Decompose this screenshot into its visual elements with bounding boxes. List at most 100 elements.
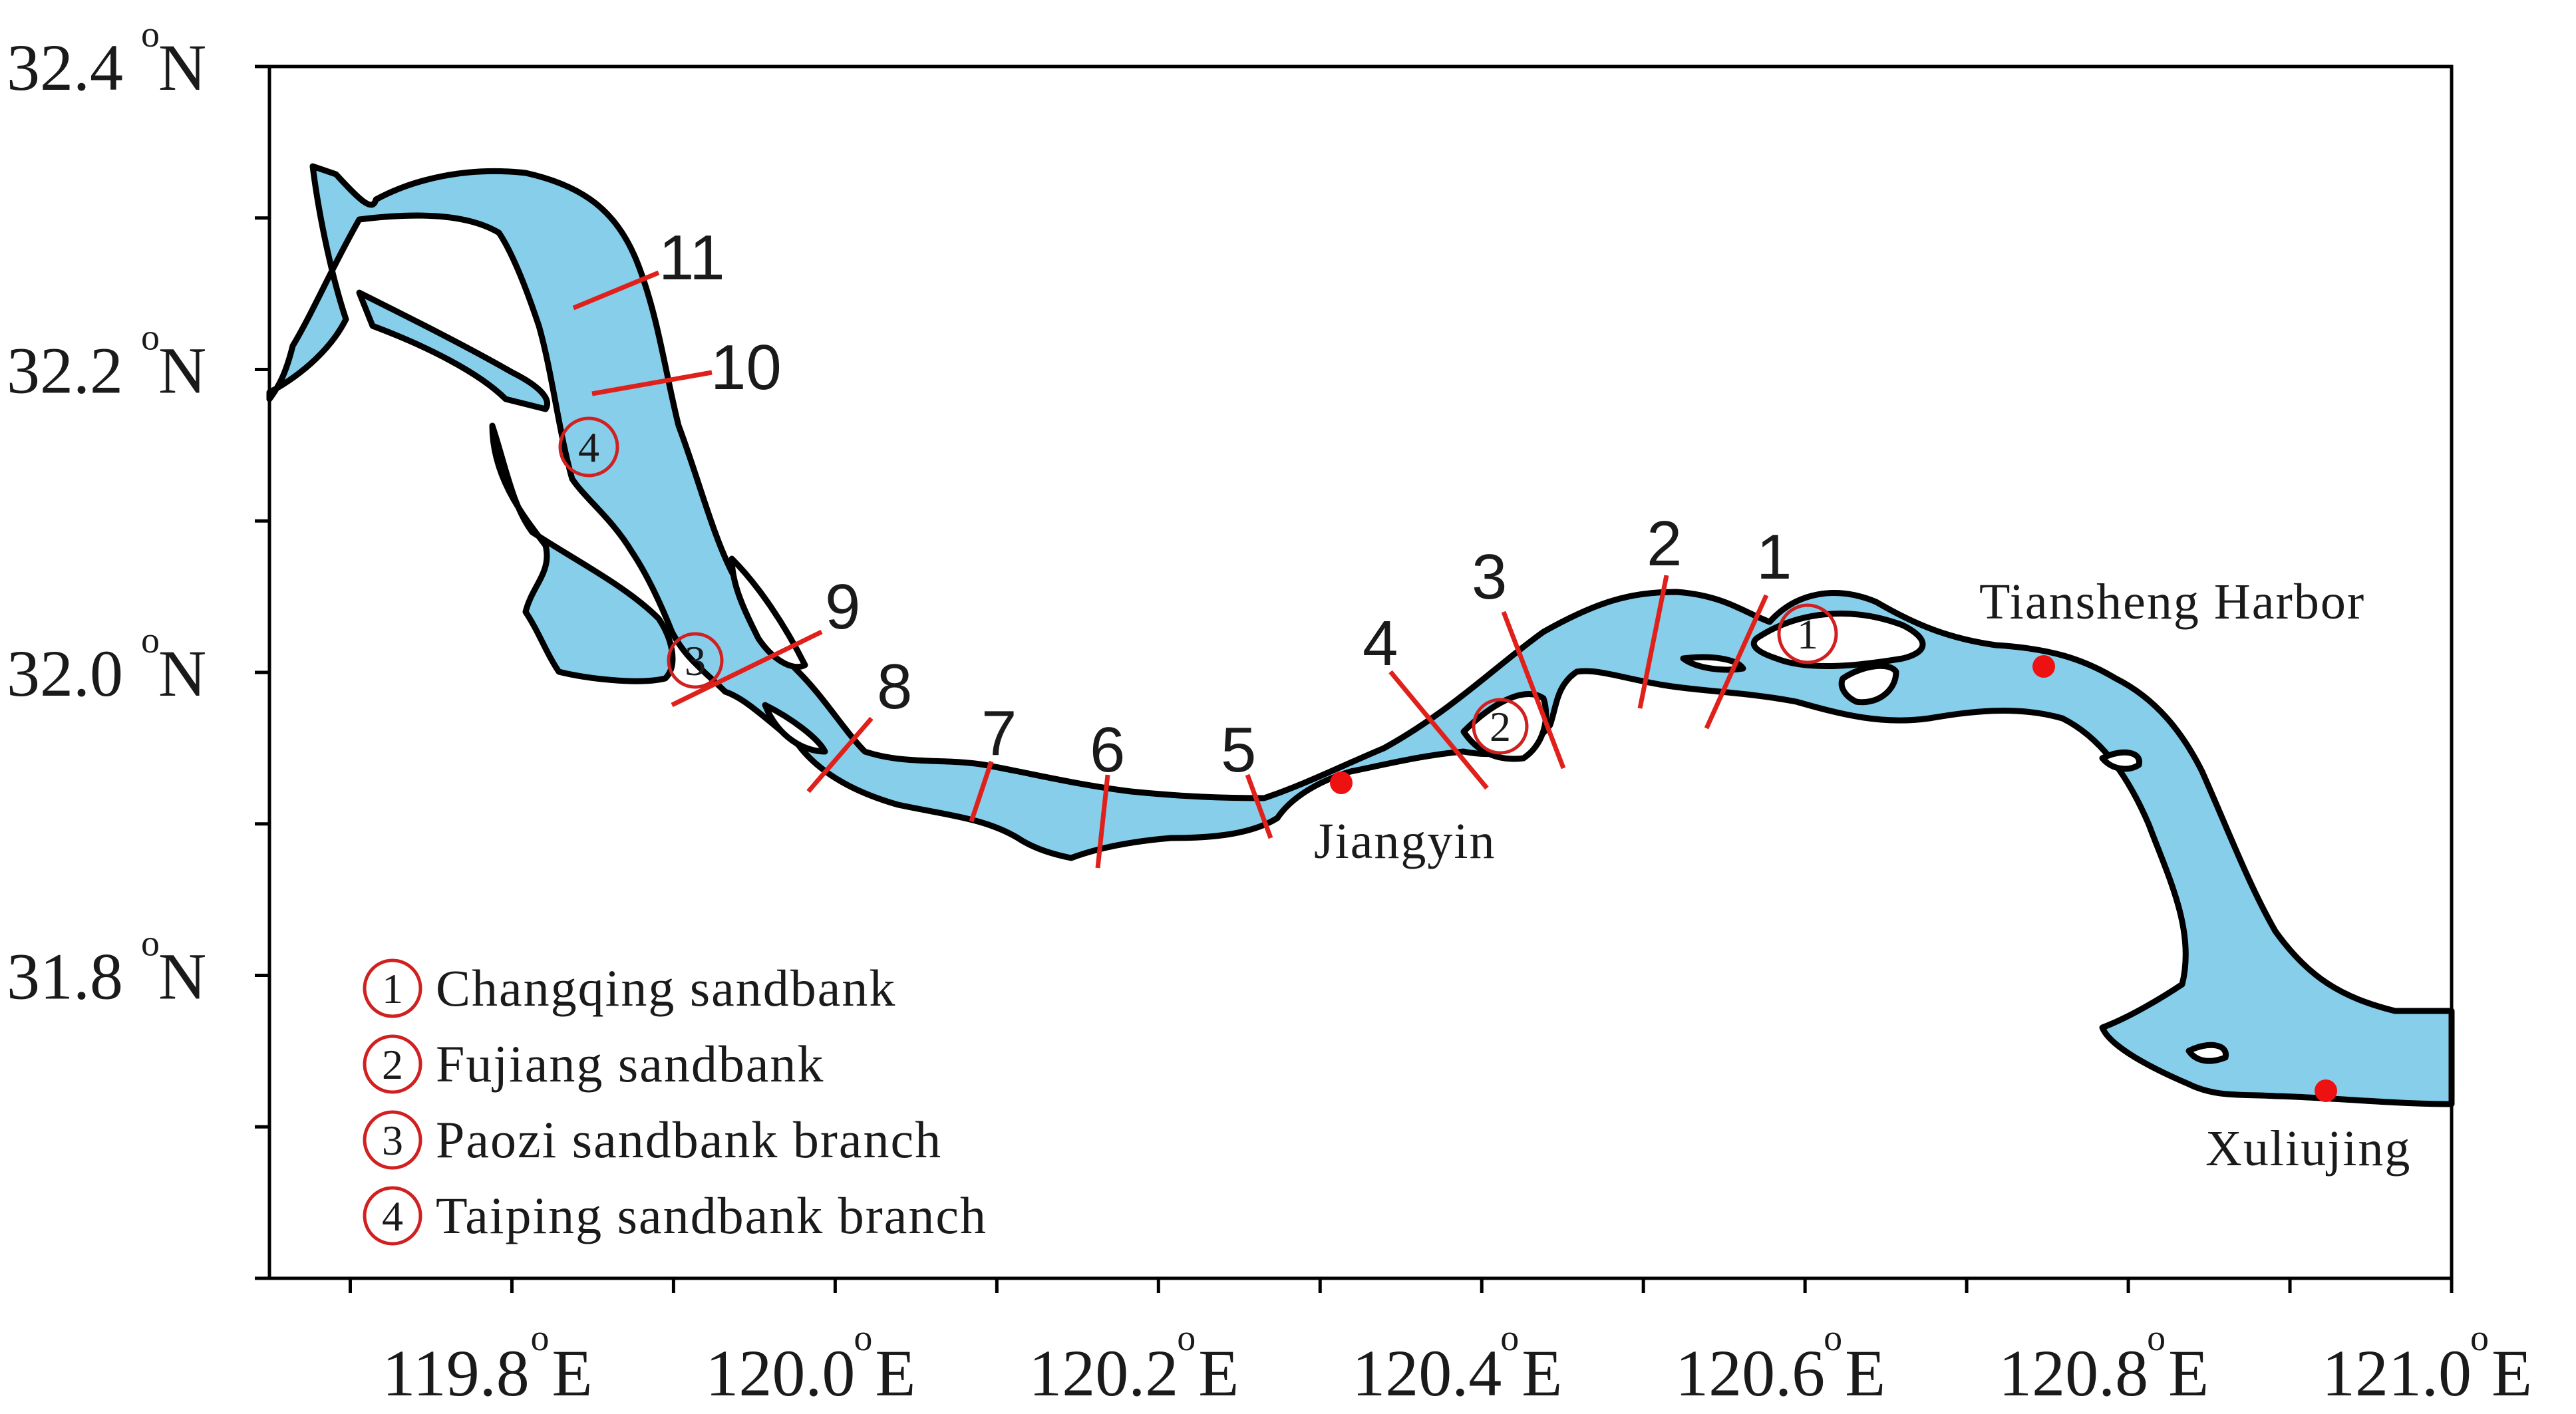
section-line-8	[806, 716, 874, 793]
svg-text:2: 2	[1490, 703, 1511, 750]
svg-text:E: E	[2492, 1336, 2532, 1410]
svg-text:Paozi sandbank branch: Paozi sandbank branch	[436, 1111, 942, 1169]
section-label-2: 2	[1647, 508, 1682, 579]
lon-label-6: 121.0o E	[2322, 1318, 2532, 1410]
lat-label-3: 31.8 oN	[7, 923, 206, 1014]
island-small-b	[1680, 654, 1746, 673]
svg-text:o: o	[854, 1318, 872, 1359]
section-line-3	[1501, 611, 1566, 770]
svg-text:120.2: 120.2	[1029, 1336, 1178, 1410]
lon-label-5: 120.8o E	[1999, 1318, 2209, 1410]
legend: 1 Changqing sandbank 2 Fujiang sandbank …	[363, 958, 987, 1246]
jiangyin-label: Jiangyin	[1314, 813, 1496, 869]
section-label-5: 5	[1221, 714, 1256, 785]
section-line-6	[1095, 774, 1110, 869]
svg-text:31.8: 31.8	[7, 940, 123, 1014]
section-line-1	[1704, 594, 1769, 730]
lon-label-0: 119.8 o E	[382, 1318, 592, 1410]
svg-text:o: o	[2470, 1318, 2489, 1359]
lat-label-0: 32.4 oN	[7, 14, 206, 104]
sandbank-marker-4: 4	[558, 416, 619, 478]
svg-text:120.6: 120.6	[1675, 1336, 1825, 1410]
sandbank-marker-3: 3	[667, 632, 724, 689]
svg-text:o: o	[1177, 1318, 1196, 1359]
xuliujing-label: Xuliujing	[2205, 1121, 2411, 1177]
longitude-axis: 119.8 o E 120.0o E 120.2o E 120.4o E 120.6o E 120.8…	[348, 1278, 2532, 1410]
svg-text:o: o	[141, 317, 160, 358]
section-label-8: 8	[877, 651, 912, 722]
svg-text:120.4: 120.4	[1352, 1336, 1502, 1410]
legend-item-2: 2 Fujiang sandbank	[363, 1034, 824, 1094]
lat-label-1: 32.2 oN	[7, 317, 206, 408]
xuliujing-dot	[2315, 1079, 2337, 1102]
section-label-10: 10	[711, 332, 782, 403]
tiansheng-harbor-label: Tiansheng Harbor	[1979, 574, 2365, 630]
svg-text:1: 1	[1797, 611, 1818, 658]
section-line-7	[969, 760, 994, 823]
svg-text:E: E	[875, 1336, 915, 1410]
svg-text:3: 3	[685, 637, 706, 684]
svg-text:o: o	[1500, 1318, 1519, 1359]
section-line-9	[671, 629, 823, 708]
svg-text:32.2: 32.2	[7, 334, 123, 408]
svg-text:121.0: 121.0	[2322, 1336, 2472, 1410]
section-line-5	[1245, 774, 1273, 839]
lon-label-2: 120.2o E	[1029, 1318, 1239, 1410]
section-label-11: 11	[659, 222, 725, 293]
svg-text:2: 2	[382, 1041, 403, 1088]
sandbank-marker-2: 2	[1472, 698, 1529, 755]
section-line-11	[572, 270, 660, 311]
island-small-c	[2099, 749, 2142, 772]
svg-text:o: o	[141, 923, 160, 964]
section-label-4: 4	[1363, 608, 1398, 679]
svg-text:Changqing sandbank: Changqing sandbank	[436, 959, 896, 1017]
island-paozi-lower	[762, 702, 828, 755]
tiansheng-harbor-dot	[2032, 655, 2055, 678]
lat-label-2: 32.0 oN	[7, 620, 206, 710]
svg-text:119.8: 119.8	[382, 1336, 529, 1410]
svg-text:N: N	[158, 31, 206, 104]
legend-item-3: 3 Paozi sandbank branch	[363, 1110, 942, 1170]
svg-text:E: E	[1522, 1336, 1562, 1410]
lon-label-1: 120.0o E	[705, 1318, 915, 1410]
section-label-3: 3	[1472, 541, 1507, 613]
left-branch-lower	[489, 422, 676, 684]
legend-item-4: 4 Taiping sandbank branch	[363, 1186, 987, 1246]
svg-text:4: 4	[578, 424, 599, 471]
sandbank-marker-1: 1	[1777, 603, 1838, 664]
legend-item-1: 1 Changqing sandbank	[363, 958, 896, 1018]
svg-text:Fujiang sandbank: Fujiang sandbank	[436, 1035, 824, 1093]
svg-text:o: o	[141, 14, 160, 55]
svg-text:o: o	[530, 1318, 549, 1359]
svg-text:Taiping sandbank branch: Taiping sandbank branch	[436, 1187, 987, 1244]
svg-text:o: o	[141, 620, 160, 661]
svg-text:32.4: 32.4	[7, 31, 123, 104]
svg-text:E: E	[552, 1336, 592, 1410]
island-small-a	[1838, 662, 1899, 706]
svg-text:1: 1	[382, 965, 403, 1012]
section-label-7: 7	[981, 698, 1017, 769]
svg-text:3: 3	[382, 1117, 403, 1164]
section-line-4	[1388, 670, 1489, 790]
svg-text:N: N	[158, 636, 206, 710]
jiangyin-dot	[1330, 772, 1353, 794]
svg-text:E: E	[2168, 1336, 2209, 1410]
section-label-1: 1	[1756, 521, 1792, 593]
island-small-d	[2185, 1042, 2229, 1064]
island-paozi	[728, 555, 808, 670]
svg-text:32.0: 32.0	[7, 636, 123, 710]
svg-text:4: 4	[382, 1193, 403, 1240]
section-label-6: 6	[1090, 714, 1125, 785]
svg-text:E: E	[1198, 1336, 1239, 1410]
svg-text:N: N	[158, 334, 206, 408]
section-label-9: 9	[825, 571, 860, 642]
section-line-10	[591, 370, 713, 396]
section-line-2	[1637, 575, 1669, 709]
svg-text:120.8: 120.8	[1999, 1336, 2148, 1410]
lon-label-4: 120.6o E	[1675, 1318, 1885, 1410]
lon-label-3: 120.4o E	[1352, 1318, 1562, 1410]
svg-text:E: E	[1845, 1336, 1885, 1410]
svg-text:N: N	[158, 940, 206, 1014]
